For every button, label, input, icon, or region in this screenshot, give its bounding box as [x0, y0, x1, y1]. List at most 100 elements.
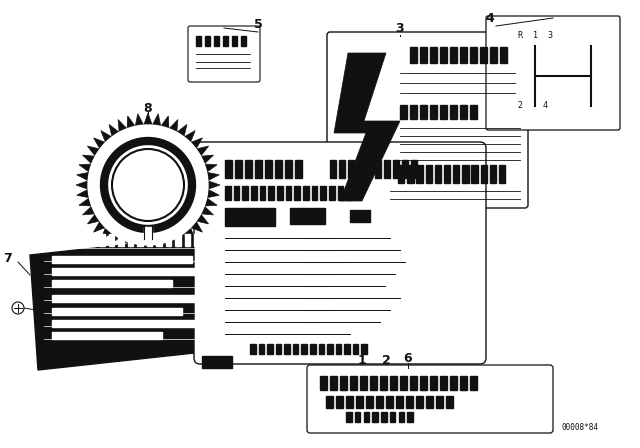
Bar — [51, 234, 57, 246]
Bar — [194, 234, 200, 246]
Bar — [436, 396, 442, 408]
Bar — [430, 105, 437, 119]
Bar — [384, 160, 390, 178]
Bar — [407, 165, 413, 183]
Bar — [435, 165, 441, 183]
Bar — [42, 234, 47, 246]
Bar — [480, 47, 486, 63]
Bar — [366, 160, 372, 178]
Bar — [294, 186, 300, 200]
Polygon shape — [334, 53, 400, 201]
Circle shape — [112, 149, 184, 221]
Bar — [430, 376, 436, 390]
Bar — [285, 160, 292, 178]
Bar — [330, 376, 337, 390]
Bar — [481, 165, 487, 183]
Bar — [109, 234, 114, 246]
Bar — [386, 396, 392, 408]
Bar — [225, 208, 275, 226]
Bar — [166, 234, 171, 246]
Bar — [346, 186, 352, 200]
Bar — [417, 165, 423, 183]
Bar — [402, 160, 408, 178]
Text: 5: 5 — [253, 17, 262, 30]
Bar — [381, 412, 387, 422]
Bar — [204, 234, 209, 246]
Bar — [250, 344, 255, 354]
Bar — [137, 234, 143, 246]
Bar — [310, 344, 316, 354]
Bar — [364, 412, 369, 422]
Text: 4: 4 — [486, 12, 494, 25]
Bar — [356, 396, 362, 408]
Bar — [175, 234, 180, 246]
Bar — [453, 165, 460, 183]
Bar — [275, 160, 282, 178]
Bar — [90, 234, 95, 246]
Text: 6: 6 — [404, 352, 412, 365]
Bar — [225, 186, 230, 200]
Bar — [372, 412, 378, 422]
Bar — [276, 344, 282, 354]
FancyBboxPatch shape — [194, 142, 486, 364]
Bar — [500, 47, 506, 63]
Bar — [251, 186, 257, 200]
Bar — [366, 396, 372, 408]
Bar — [376, 396, 383, 408]
Bar — [346, 412, 352, 422]
Bar — [127, 234, 133, 246]
Bar — [353, 344, 358, 354]
Bar — [360, 376, 367, 390]
FancyBboxPatch shape — [327, 32, 528, 208]
Text: R  1  3: R 1 3 — [518, 31, 553, 40]
Bar — [232, 36, 237, 46]
Bar — [147, 234, 152, 246]
Bar — [420, 105, 427, 119]
Bar — [407, 412, 413, 422]
Bar — [52, 308, 182, 315]
Bar — [52, 268, 207, 275]
Bar — [326, 396, 333, 408]
Bar — [336, 396, 342, 408]
Bar — [265, 160, 272, 178]
Bar — [406, 396, 413, 408]
Bar — [460, 376, 467, 390]
Bar — [350, 210, 370, 222]
Bar — [426, 165, 432, 183]
Bar — [410, 47, 417, 63]
Text: 7: 7 — [4, 251, 12, 264]
Polygon shape — [30, 230, 268, 370]
Bar — [214, 36, 220, 46]
Bar — [499, 165, 505, 183]
Bar — [303, 186, 308, 200]
Bar — [52, 320, 212, 327]
Bar — [234, 186, 239, 200]
Bar — [350, 376, 356, 390]
Bar — [398, 165, 404, 183]
Bar — [70, 234, 76, 246]
Bar — [118, 234, 124, 246]
Bar — [321, 186, 326, 200]
Bar — [80, 234, 86, 246]
Bar — [471, 165, 477, 183]
Bar — [329, 186, 335, 200]
Bar — [202, 356, 232, 368]
Bar — [277, 186, 283, 200]
Bar — [241, 36, 246, 46]
Bar — [184, 234, 190, 246]
Bar — [362, 344, 367, 354]
Text: 3: 3 — [396, 22, 404, 34]
Bar — [375, 160, 381, 178]
Bar — [144, 227, 152, 239]
Bar — [52, 332, 162, 339]
Bar — [396, 396, 403, 408]
Bar — [241, 234, 247, 246]
Bar — [285, 186, 291, 200]
Bar — [460, 47, 467, 63]
Bar — [344, 344, 350, 354]
Bar — [410, 105, 417, 119]
Bar — [470, 47, 477, 63]
Text: 2    4: 2 4 — [518, 101, 548, 110]
Bar — [336, 344, 341, 354]
Bar — [235, 160, 242, 178]
